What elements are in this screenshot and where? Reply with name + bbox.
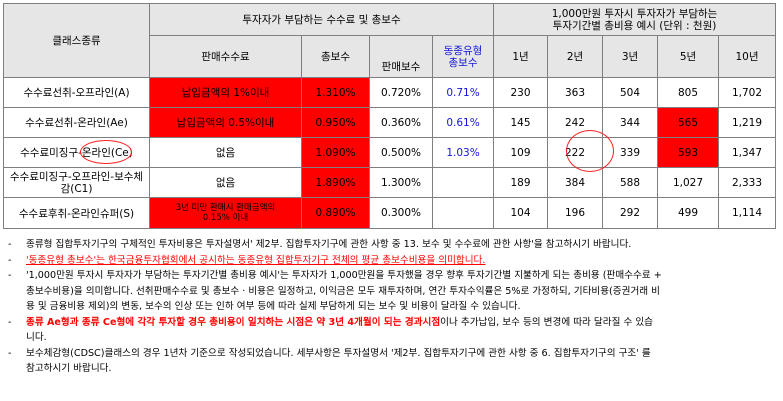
header-year-5: 5년 (657, 35, 719, 78)
peer-line1: 동종유형 (443, 44, 483, 57)
row-cost-10y: 1,347 (717, 137, 777, 168)
header-class-type: 클래스종류 (3, 3, 150, 78)
row-class-name: 수수료선취-오프라인(A) (3, 77, 150, 108)
row-cost-10y: 1,114 (717, 197, 777, 229)
sales-fee-line2: 0.15% 이내 (202, 213, 249, 223)
note-item: - 종류형 집합투자기구의 구체적인 투자비용은 투자설명서' 제2부. 집합투… (8, 237, 773, 253)
row-cost-5y: 499 (657, 197, 719, 229)
header-year-2: 2년 (547, 35, 603, 78)
note-item: - '동종유형 총보수'는 한국금융투자협회에서 공시하는 동종유형 집합투자기… (8, 253, 773, 269)
row-cost-10y: 2,333 (717, 167, 777, 198)
row-total-fee: 1.890% (301, 167, 370, 198)
row-cost-3y: 292 (602, 197, 658, 229)
row-cost-2y: 363 (547, 77, 603, 108)
row-total-fee: 0.890% (301, 197, 370, 229)
sales-fee-line1: 3년 미만 환매시 환매금액의 (175, 203, 276, 213)
cost-group-line2: 투자기간별 총비용 예시 (단위 : 천원) (552, 19, 717, 32)
peer-line2: 총보수 (448, 56, 478, 69)
row-sales-fee: 3년 미만 환매시 환매금액의 0.15% 이내 (149, 197, 302, 229)
row-cost-5y: 593 (657, 137, 719, 168)
row-cost-2y: 384 (547, 167, 603, 198)
row-cost-1y: 104 (493, 197, 548, 229)
note-text: '동종유형 총보수'는 한국금융투자협회에서 공시하는 동종유형 집합투자기구 … (26, 254, 486, 266)
note-text: 종류 Ae형과 종류 Ce형에 각각 투자할 경우 총비용이 일치하는 시점은 … (26, 316, 653, 344)
row-sales-fee: 없음 (149, 167, 302, 198)
note-item: - '1,000만원 투자시 투자자가 부담하는 투자기간별 총비용 예시'는 … (8, 268, 773, 315)
row-cost-2y: 196 (547, 197, 603, 229)
row-sales-fee2: 0.360% (369, 107, 433, 138)
row-sales-fee2: 0.300% (369, 197, 433, 229)
header-sales-fee2-top (369, 35, 433, 56)
row-total-fee: 1.310% (301, 77, 370, 108)
header-fee-group: 투자자가 부담하는 수수료 및 총보수 (149, 3, 494, 36)
table-row: 수수료선취-온라인(Ae) 납입금액의 0.5%이내 0.950% 0.360%… (3, 107, 777, 138)
row-sales-fee2: 0.720% (369, 77, 433, 108)
ce-2y-circle-annotation (566, 130, 614, 172)
table-row: 수수료후취-온라인슈퍼(S) 3년 미만 환매시 환매금액의 0.15% 이내 … (3, 197, 777, 229)
row-cost-1y: 145 (493, 107, 548, 138)
header-year-10: 10년 (717, 35, 777, 78)
cost-group-line1: 1,000만원 투자시 투자자가 부담하는 (551, 7, 718, 20)
row-sales-fee: 납입금액의 0.5%이내 (149, 107, 302, 138)
row-cost-5y: 565 (657, 107, 719, 138)
header-year-1: 1년 (493, 35, 548, 78)
row-sales-fee2: 0.500% (369, 137, 433, 168)
header-sales-fee: 판매수수료 (149, 35, 302, 78)
table-row: 수수료미징구-오프라인-보수체감(C1) 없음 1.890% 1.300% 18… (3, 167, 777, 198)
row-class-name: 수수료미징구-오프라인-보수체감(C1) (3, 167, 150, 198)
row-cost-1y: 230 (493, 77, 548, 108)
row-cost-10y: 1,219 (717, 107, 777, 138)
row-sales-fee2: 1.300% (369, 167, 433, 198)
note-item: - 종류 Ae형과 종류 Ce형에 각각 투자할 경우 총비용이 일치하는 시점… (8, 315, 773, 346)
header-total-fee: 총보수 (301, 35, 370, 78)
fee-table: 클래스종류 투자자가 부담하는 수수료 및 총보수 1,000만원 투자시 투자… (3, 3, 777, 229)
row-cost-10y: 1,702 (717, 77, 777, 108)
row-cost-5y: 1,027 (657, 167, 719, 198)
row-sales-fee: 납입금액의 1%이내 (149, 77, 302, 108)
header-sales-fee2: 판매보수 (369, 55, 433, 78)
note-text: 종류형 집합투자기구의 구체적인 투자비용은 투자설명서' 제2부. 집합투자기… (26, 239, 632, 250)
row-class-name: 수수료후취-온라인슈퍼(S) (3, 197, 150, 229)
header-cost-group: 1,000만원 투자시 투자자가 부담하는 투자기간별 총비용 예시 (단위 :… (492, 3, 777, 36)
row-cost-3y: 344 (602, 107, 658, 138)
row-class-name: 수수료선취-온라인(Ae) (3, 107, 150, 138)
note-text: 보수체감형(CDSC)클래스의 경우 1년차 기준으로 작성되었습니다. 세부사… (26, 347, 651, 375)
note-text: '1,000만원 투자시 투자자가 부담하는 투자기간별 총비용 예시'는 투자… (26, 270, 662, 312)
table-row: 수수료선취-오프라인(A) 납입금액의 1%이내 1.310% 0.720% 0… (3, 77, 777, 108)
row-cost-1y: 189 (493, 167, 548, 198)
row-peer-fee: 1.03% (432, 137, 494, 168)
row-cost-5y: 805 (657, 77, 719, 108)
header-peer-total-fee: 동종유형 총보수 (432, 35, 494, 78)
row-peer-fee: 0.71% (432, 77, 494, 108)
header-year-3: 3년 (602, 35, 658, 78)
row-cost-3y: 588 (602, 167, 658, 198)
row-peer-fee: 0.61% (432, 107, 494, 138)
row-sales-fee: 없음 (149, 137, 302, 168)
row-peer-fee (432, 197, 494, 229)
note-item: - 보수체감형(CDSC)클래스의 경우 1년차 기준으로 작성되었습니다. 세… (8, 346, 773, 377)
row-cost-3y: 504 (602, 77, 658, 108)
row-cost-1y: 109 (493, 137, 548, 168)
footnotes: - 종류형 집합투자기구의 구체적인 투자비용은 투자설명서' 제2부. 집합투… (8, 237, 773, 377)
ce-class-circle-annotation (80, 140, 132, 164)
row-total-fee: 1.090% (301, 137, 370, 168)
row-total-fee: 0.950% (301, 107, 370, 138)
row-peer-fee (432, 167, 494, 198)
